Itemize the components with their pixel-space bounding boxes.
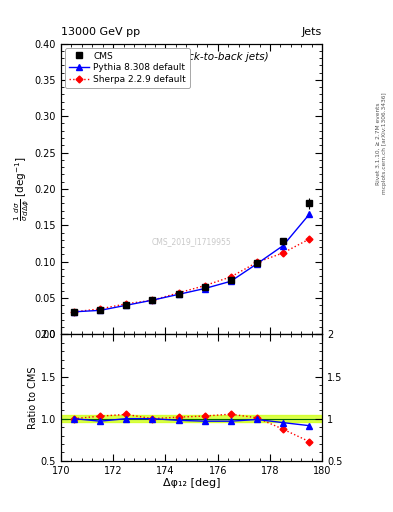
- Y-axis label: Ratio to CMS: Ratio to CMS: [28, 366, 38, 429]
- X-axis label: Δφ₁₂ [deg]: Δφ₁₂ [deg]: [163, 478, 220, 488]
- Text: CMS_2019_I1719955: CMS_2019_I1719955: [152, 237, 231, 246]
- Text: Jets: Jets: [302, 27, 322, 37]
- Legend: CMS, Pythia 8.308 default, Sherpa 2.2.9 default: CMS, Pythia 8.308 default, Sherpa 2.2.9 …: [65, 48, 190, 88]
- Text: mcplots.cern.ch [arXiv:1306.3436]: mcplots.cern.ch [arXiv:1306.3436]: [382, 93, 387, 194]
- Bar: [61, 415, 322, 422]
- Text: Rivet 3.1.10, ≥ 2.7M events: Rivet 3.1.10, ≥ 2.7M events: [376, 102, 380, 185]
- Y-axis label: $\frac{1}{\sigma}\frac{d\sigma}{d\Delta\phi}$ [deg$^{-1}$]: $\frac{1}{\sigma}\frac{d\sigma}{d\Delta\…: [13, 157, 32, 221]
- Text: Δφ(jj) (CMS back-to-back jets): Δφ(jj) (CMS back-to-back jets): [114, 52, 269, 62]
- Text: 13000 GeV pp: 13000 GeV pp: [61, 27, 140, 37]
